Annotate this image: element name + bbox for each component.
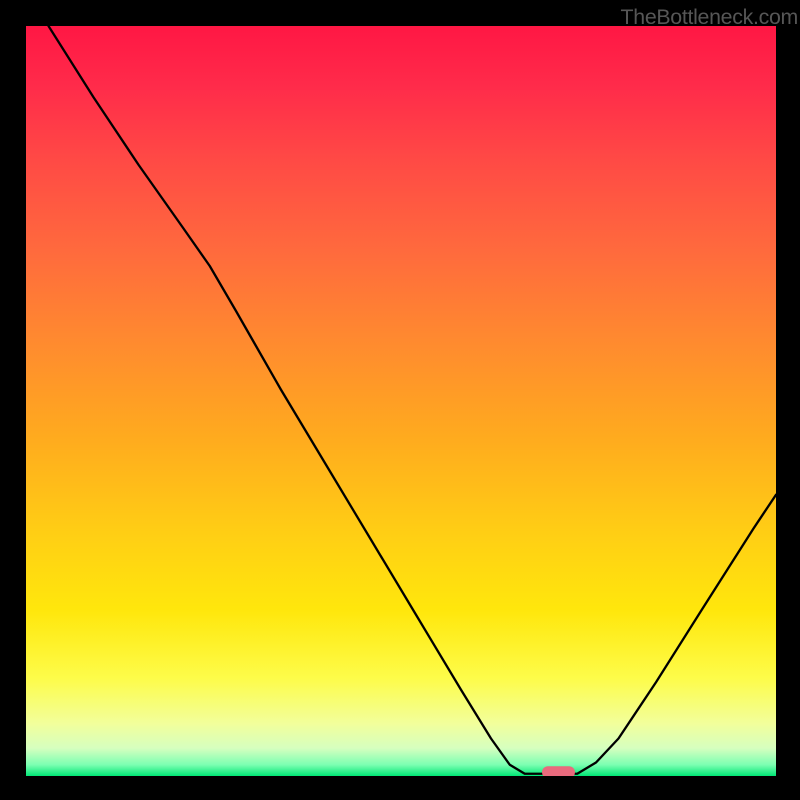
optimal-point-marker	[542, 766, 575, 776]
gradient-background	[26, 26, 776, 776]
chart-svg	[26, 26, 776, 776]
page-root: TheBottleneck.com	[0, 0, 800, 800]
bottleneck-curve-chart	[26, 26, 776, 776]
